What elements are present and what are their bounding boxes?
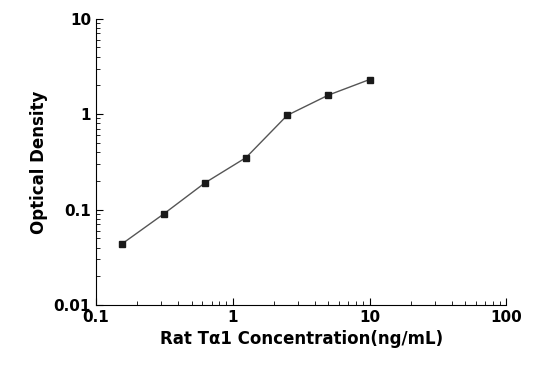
Y-axis label: Optical Density: Optical Density <box>30 90 48 234</box>
X-axis label: Rat Tα1 Concentration(ng/mL): Rat Tα1 Concentration(ng/mL) <box>159 330 443 349</box>
